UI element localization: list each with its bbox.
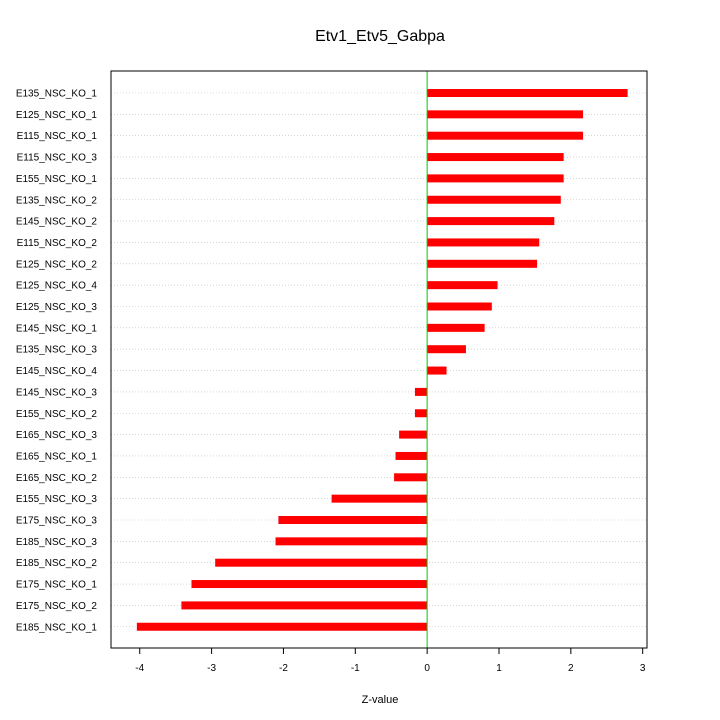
x-axis: -4 -3 -2 -1 0 1 2 3 [135, 648, 646, 674]
bar [427, 366, 447, 375]
category-label: E165_NSC_KO_3 [16, 430, 98, 441]
bar [427, 238, 540, 247]
bar [278, 516, 428, 524]
category-label: E145_NSC_KO_3 [16, 387, 98, 398]
x-tick-label: -4 [135, 663, 144, 674]
category-label: E155_NSC_KO_2 [16, 409, 98, 420]
category-label: E185_NSC_KO_3 [16, 537, 98, 548]
bar [414, 387, 428, 396]
category-label: E185_NSC_KO_1 [16, 622, 98, 633]
bar [427, 345, 466, 354]
category-label: E125_NSC_KO_4 [16, 281, 98, 292]
category-label: E115_NSC_KO_3 [17, 153, 98, 164]
category-label: E115_NSC_KO_2 [17, 238, 98, 249]
category-label: E185_NSC_KO_2 [16, 558, 98, 569]
bar [136, 622, 428, 631]
x-tick-label: 2 [568, 663, 574, 674]
category-labels: E135_NSC_KO_1 E125_NSC_KO_1 E115_NSC_KO_1 E… [16, 89, 98, 634]
bars [136, 89, 628, 631]
x-tick-label: -1 [351, 663, 360, 674]
category-label: E145_NSC_KO_1 [16, 323, 98, 334]
x-tick-label: 0 [424, 663, 430, 674]
bar [331, 494, 428, 503]
category-label: E125_NSC_KO_2 [16, 259, 98, 270]
x-tick-label: -3 [207, 663, 216, 674]
bar [275, 537, 428, 546]
bar [399, 430, 428, 439]
grid-lines [111, 92, 647, 628]
bar [427, 259, 538, 268]
bar [215, 558, 428, 567]
category-label: E115_NSC_KO_1 [17, 131, 98, 142]
category-label: E145_NSC_KO_4 [16, 366, 98, 377]
bar [427, 302, 492, 311]
category-label: E175_NSC_KO_1 [16, 580, 98, 591]
x-tick-label: 3 [640, 663, 646, 674]
x-tick-label: 1 [496, 663, 502, 674]
x-axis-label: Z-value [362, 694, 399, 706]
category-label: E155_NSC_KO_3 [16, 494, 98, 505]
category-label: E165_NSC_KO_2 [16, 473, 98, 484]
category-label: E135_NSC_KO_1 [16, 89, 98, 100]
bar [427, 89, 628, 97]
chart-title: Etv1_Etv5_Gabpa [315, 28, 445, 45]
category-label: E155_NSC_KO_1 [16, 174, 98, 185]
x-tick-label: -2 [279, 663, 288, 674]
bar [427, 110, 584, 119]
category-label: E175_NSC_KO_2 [16, 601, 98, 612]
category-label: E165_NSC_KO_1 [16, 451, 98, 462]
plot-frame [110, 70, 648, 649]
bar [181, 601, 428, 610]
bar [191, 580, 428, 589]
category-label: E135_NSC_KO_3 [16, 345, 98, 356]
bar [395, 451, 428, 460]
bar [414, 409, 428, 418]
bar [427, 195, 561, 204]
bar [427, 174, 564, 183]
category-label: E125_NSC_KO_3 [16, 302, 98, 313]
bar [427, 217, 555, 226]
category-label: E135_NSC_KO_2 [16, 195, 98, 206]
category-label: E145_NSC_KO_2 [16, 217, 98, 228]
bar [394, 473, 428, 482]
bar [427, 131, 584, 140]
bar [427, 323, 485, 332]
bar [427, 153, 564, 162]
category-label: E125_NSC_KO_1 [16, 110, 98, 121]
category-label: E175_NSC_KO_3 [16, 516, 98, 527]
bar [427, 281, 498, 290]
